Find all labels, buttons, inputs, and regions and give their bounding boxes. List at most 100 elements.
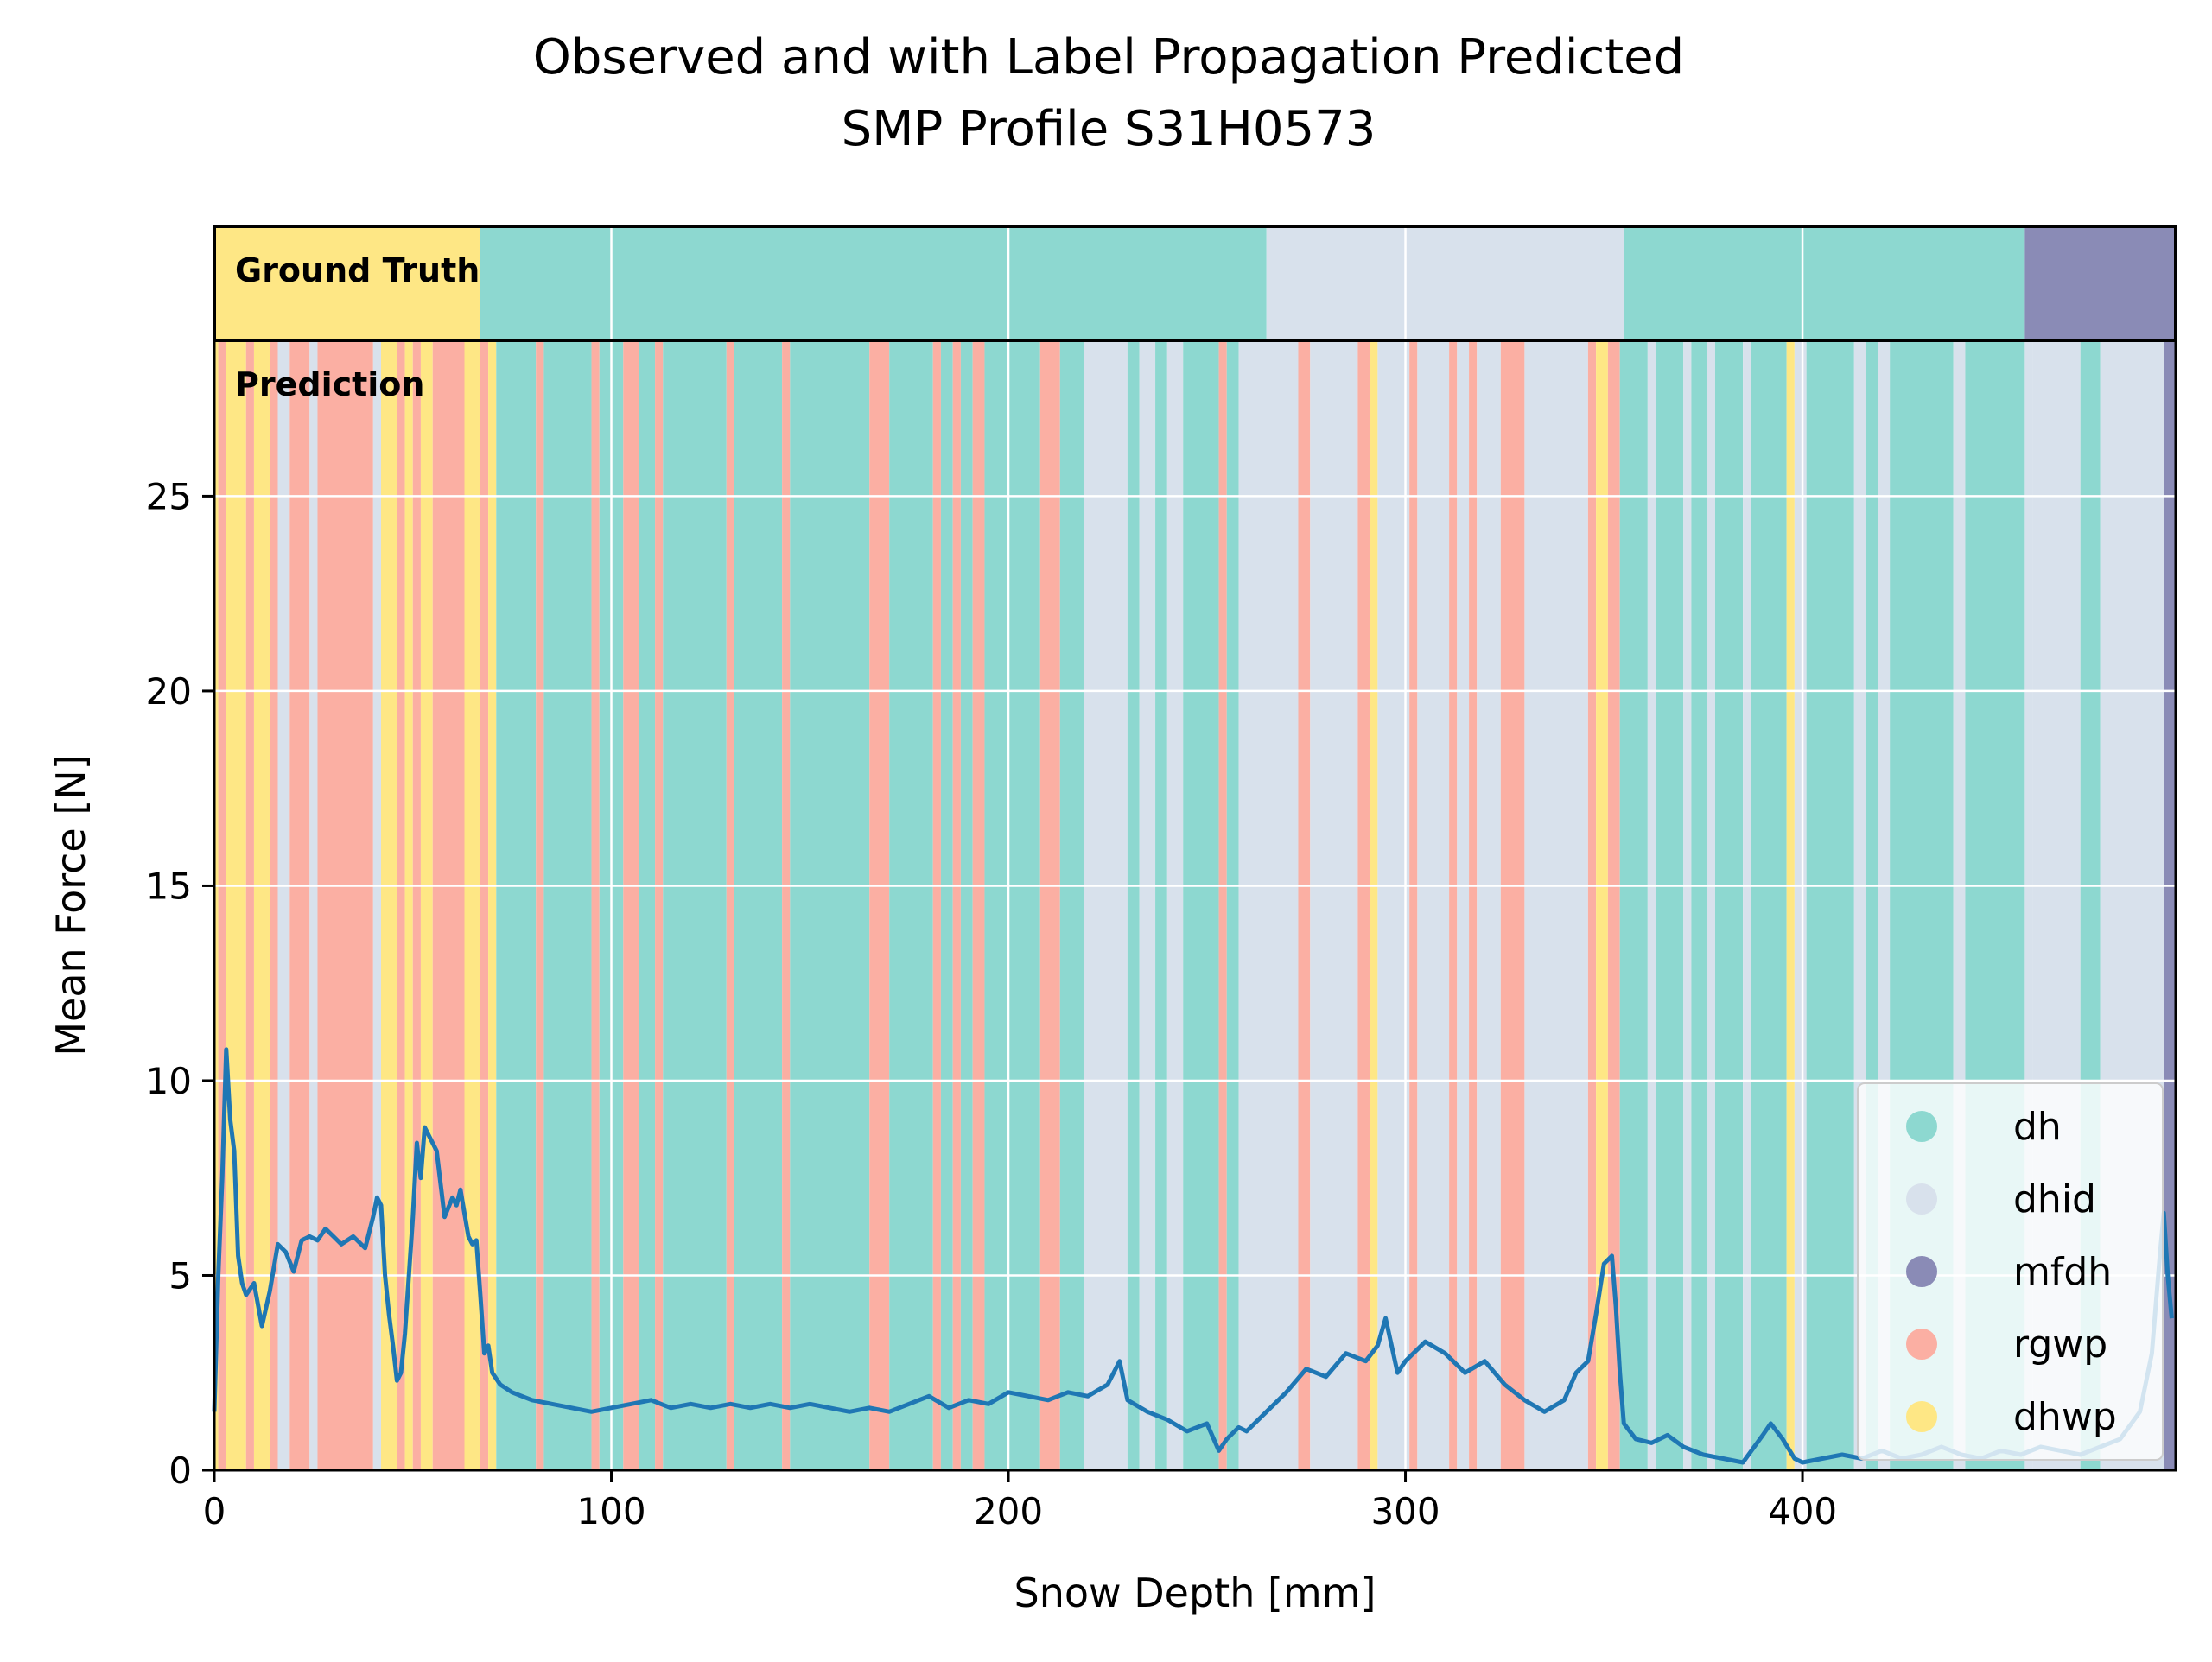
prediction-band-dh [663, 340, 727, 1470]
x-tick-label: 300 [1370, 1490, 1440, 1532]
ground-truth-label: Ground Truth [235, 251, 480, 289]
prediction-band-dhid [2024, 340, 2033, 1470]
legend-marker-dh [1906, 1111, 1937, 1142]
y-tick-label: 5 [168, 1254, 192, 1297]
legend-box [1857, 1082, 2164, 1461]
prediction-band-rgwp [1298, 340, 1311, 1470]
prediction-band-dh [543, 340, 592, 1470]
y-axis: 0 5 10 15 20 25 [146, 475, 214, 1492]
prediction-band-dhwp [420, 340, 433, 1470]
prediction-band-dhwp [1370, 340, 1378, 1470]
prediction-band-dh [1127, 340, 1140, 1470]
prediction-band-dh [639, 340, 656, 1470]
x-axis-label: Snow Depth [mm] [1014, 1570, 1376, 1616]
prediction-band-dh [1806, 340, 1854, 1470]
prediction-band-dhid [1166, 340, 1184, 1470]
prediction-band-dhwp [214, 340, 219, 1470]
prediction-band-dhid [1647, 340, 1656, 1470]
prediction-band-dh [1183, 340, 1219, 1470]
prediction-band-rgwp [869, 340, 890, 1470]
prediction-band-dhwp [226, 340, 246, 1470]
prediction-band-rgwp [432, 340, 465, 1470]
prediction-band-dhid [1457, 340, 1470, 1470]
ground-truth-band-dh [480, 226, 1267, 340]
prediction-band-dhid [1524, 340, 1588, 1470]
prediction-band-rgwp [782, 340, 791, 1470]
prediction-band-rgwp [655, 340, 664, 1470]
prediction-band-dh [1714, 340, 1744, 1470]
prediction-band-rgwp [397, 340, 405, 1470]
prediction-band-dhwp [253, 340, 270, 1470]
legend-marker-rgwp [1906, 1329, 1937, 1360]
prediction-band-rgwp [1218, 340, 1227, 1470]
prediction-band-dh [984, 340, 1040, 1470]
prediction-band-rgwp [317, 340, 373, 1470]
legend-marker-dhwp [1906, 1401, 1937, 1432]
prediction-band-dh [1059, 340, 1084, 1470]
legend-marker-mfdh [1906, 1256, 1937, 1287]
x-tick-label: 400 [1768, 1490, 1837, 1532]
legend-marker-dhid [1906, 1183, 1937, 1215]
y-tick-label: 0 [168, 1449, 192, 1492]
prediction-band-dhid [1794, 340, 1807, 1470]
prediction-band-dh [1656, 340, 1684, 1470]
prediction-band-rgwp [952, 340, 961, 1470]
prediction-band-dhid [1417, 340, 1450, 1470]
prediction-band-rgwp [623, 340, 639, 1470]
legend-label-dhid: dhid [2013, 1177, 2096, 1221]
prediction-band-dhwp [464, 340, 480, 1470]
ground-truth-band-dhwp [214, 226, 480, 340]
ground-truth-band-mfdh [2024, 226, 2176, 340]
prediction-band-dhid [1683, 340, 1692, 1470]
prediction-label: Prediction [235, 365, 424, 403]
prediction-band-dh [1691, 340, 1707, 1470]
prediction-band-rgwp [218, 340, 226, 1470]
plot-frame [213, 339, 2177, 1472]
prediction-band-dh [734, 340, 783, 1470]
prediction-band-rgwp [1469, 340, 1478, 1470]
prediction-band-dhid [1477, 340, 1501, 1470]
ground-truth-band-dh [1624, 226, 2025, 340]
y-tick-label: 25 [146, 475, 192, 517]
prediction-band-rgwp [1449, 340, 1458, 1470]
prediction-band-dhwp [1596, 340, 1608, 1470]
prediction-band-dhid [1310, 340, 1358, 1470]
prediction-band-rgwp [1357, 340, 1370, 1470]
ground-truth-band-dhid [1266, 226, 1624, 340]
chart-subtitle: SMP Profile S31H0573 [842, 101, 1376, 157]
prediction-band-dh [496, 340, 537, 1470]
prediction-band-dh [960, 340, 973, 1470]
prediction-band-dh [1751, 340, 1787, 1470]
prediction-band-dhwp [1786, 340, 1795, 1470]
prediction-band-mfdh [2164, 340, 2176, 1470]
prediction-band-dhid [372, 340, 381, 1470]
prediction-band-rgwp [245, 340, 254, 1470]
prediction-band-rgwp [289, 340, 310, 1470]
x-tick-label: 200 [974, 1490, 1043, 1532]
legend-label-dh: dh [2013, 1105, 2062, 1149]
legend-label-mfdh: mfdh [2013, 1250, 2112, 1294]
prediction-band-rgwp [972, 340, 985, 1470]
prediction-band-dh [940, 340, 953, 1470]
prediction-band-dh [1155, 340, 1167, 1470]
prediction-band-rgwp [591, 340, 600, 1470]
prediction-band-dhwp [380, 340, 397, 1470]
prediction-band-rgwp [1500, 340, 1525, 1470]
legend-label-rgwp: rgwp [2013, 1323, 2107, 1367]
legend-label-dhwp: dhwp [2013, 1395, 2117, 1439]
y-tick-label: 10 [146, 1060, 192, 1102]
prediction-band-dhid [1238, 340, 1299, 1470]
prediction-band-rgwp [480, 340, 489, 1470]
x-tick-label: 0 [203, 1490, 226, 1532]
prediction-band-dhid [1743, 340, 1751, 1470]
prediction-band-rgwp [1587, 340, 1597, 1470]
prediction-band-dhwp [404, 340, 413, 1470]
prediction-band-rgwp [1039, 340, 1060, 1470]
prediction-band-dhid [1139, 340, 1156, 1470]
legend: dh dhid mfdh rgwp dhwp [1857, 1082, 2164, 1461]
prediction-band-rgwp [726, 340, 734, 1470]
prediction-band-dh [1619, 340, 1648, 1470]
prediction-band-dhid [1084, 340, 1128, 1470]
